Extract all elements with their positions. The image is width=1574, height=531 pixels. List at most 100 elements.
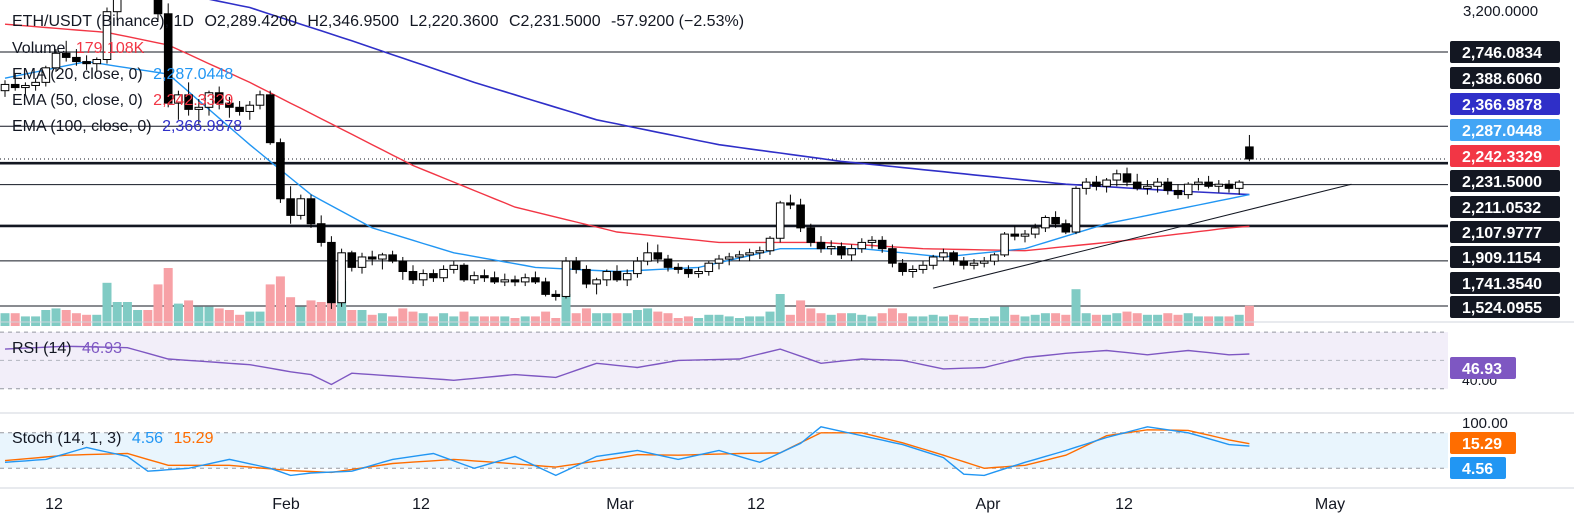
candle-body: [1051, 216, 1060, 225]
candle: [796, 198, 805, 233]
price-label-text: 2,242.3329: [1462, 149, 1542, 166]
price-label: 2,107.9777: [1450, 221, 1560, 243]
candle-body: [347, 252, 357, 268]
candle: [541, 277, 550, 297]
candle-body: [541, 281, 550, 295]
candle-body: [1112, 173, 1122, 181]
volume-bar: [1244, 305, 1254, 326]
stoch-k-label-bg: [1450, 457, 1506, 479]
candle-body: [775, 202, 785, 239]
candle-body: [602, 271, 612, 281]
candle: [306, 194, 316, 228]
candle: [1122, 167, 1132, 187]
candle: [633, 256, 642, 278]
candle-body: [898, 262, 907, 273]
stoch-legend[interactable]: Stoch (14, 1, 3) 4.56 15.29: [12, 430, 219, 448]
candle: [949, 250, 958, 266]
volume-legend[interactable]: Volume 179.108K: [12, 40, 150, 58]
candle-body: [755, 250, 765, 254]
candle-body: [500, 279, 510, 283]
candle: [979, 256, 989, 268]
volume-bar: [173, 303, 183, 326]
candle-body: [816, 241, 826, 250]
stoch-k-label: 4.56: [1450, 457, 1506, 479]
volume-bar: [143, 310, 153, 326]
price-label-text: 2,366.9878: [1462, 97, 1542, 114]
candle-body: [694, 271, 703, 275]
candle: [296, 194, 306, 220]
candle: [806, 223, 816, 247]
candle-body: [765, 237, 775, 252]
volume-bar: [377, 313, 387, 326]
price-label: 2,231.5000: [1450, 170, 1560, 192]
volume-bar: [704, 314, 714, 326]
candle-body: [1020, 233, 1030, 237]
volume-bar: [867, 316, 877, 326]
candle: [61, 40, 71, 62]
volume-bar: [989, 316, 999, 326]
candle: [480, 269, 489, 282]
candle: [643, 242, 652, 266]
rsi-legend[interactable]: RSI (14) 46.93: [12, 340, 128, 358]
candle: [112, 0, 122, 21]
candle: [367, 250, 377, 266]
candle: [276, 138, 285, 203]
candle-body: [72, 56, 81, 63]
rsi-legend-value: 46.93: [82, 340, 123, 357]
price-label: 1,909.1154: [1450, 246, 1560, 268]
price-label: 2,746.0834: [1450, 41, 1560, 63]
ema50-legend[interactable]: EMA (50, close, 0) 2,242.3329: [12, 92, 239, 110]
volume-bar: [31, 316, 41, 326]
candle: [337, 248, 346, 307]
candle-body: [1081, 181, 1091, 189]
candle-body: [1173, 189, 1183, 196]
candle-body: [1153, 181, 1162, 187]
volume-bar: [296, 306, 306, 326]
stoch-legend-label: Stoch (14, 1, 3): [12, 430, 122, 447]
price-label-text: 2,287.0448: [1462, 123, 1542, 140]
candle: [1143, 180, 1152, 195]
candle: [102, 7, 112, 64]
candle-body: [1030, 227, 1040, 235]
candle-body: [653, 252, 663, 260]
candle-body: [459, 264, 469, 281]
volume-bar: [541, 311, 551, 326]
ema100-legend[interactable]: EMA (100, close, 0) 2,366.9878: [12, 118, 248, 136]
candle-body: [1102, 179, 1111, 187]
volume-bar: [255, 311, 265, 326]
volume-bar: [755, 316, 765, 326]
candle-body: [276, 142, 285, 200]
candle: [867, 236, 877, 249]
candle: [1010, 225, 1020, 241]
price-label-bg: [1450, 296, 1560, 318]
candle: [418, 269, 428, 287]
volume-bar: [1102, 314, 1112, 326]
candle-body: [1245, 146, 1254, 160]
candle: [153, 0, 163, 21]
candle-body: [877, 239, 887, 250]
volume-bar: [612, 313, 622, 326]
candle: [561, 256, 571, 299]
volume-bar: [959, 316, 969, 326]
volume-bar: [1040, 313, 1050, 326]
ema20-legend[interactable]: EMA (20, close, 0) 2,287.0448: [12, 66, 239, 84]
candle: [704, 261, 714, 276]
volume-bar: [816, 313, 826, 326]
candle-body: [684, 268, 693, 275]
price-label-bg: [1450, 272, 1560, 294]
price-label-bg: [1450, 119, 1560, 141]
volume-bar: [1163, 313, 1173, 326]
price-label-text: 2,211.0532: [1462, 200, 1541, 217]
x-tick-label: 12: [747, 496, 765, 513]
candle-body: [1092, 181, 1101, 187]
candle: [653, 244, 663, 264]
symbol-label[interactable]: ETH/USDT (Binance), 1D: [12, 13, 194, 30]
volume-bar: [82, 314, 92, 326]
candle-body: [612, 271, 622, 281]
volume-bar: [102, 282, 112, 326]
candle-body: [510, 279, 520, 283]
volume-bar: [235, 314, 245, 326]
candle: [327, 236, 336, 309]
volume-bar: [928, 314, 938, 326]
ema20-legend-value: 2,287.0448: [153, 66, 234, 83]
